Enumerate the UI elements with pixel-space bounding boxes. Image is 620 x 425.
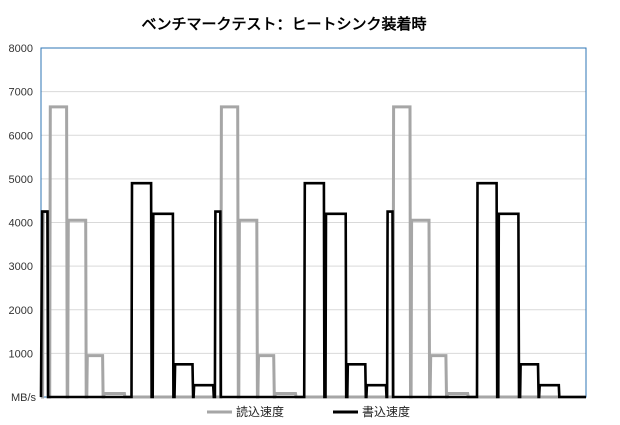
y-axis-labels: 1000 2000 3000 4000 5000 6000 7000 8000	[9, 43, 33, 360]
y-tick-label: 6000	[9, 130, 33, 142]
legend-label-read: 読込速度	[236, 404, 284, 419]
series-lines	[39, 105, 586, 399]
y-tick-label: 7000	[9, 87, 33, 99]
y-tick-label: 8000	[9, 43, 33, 55]
y-tick-label: 1000	[9, 348, 33, 360]
y-tick-label: 4000	[9, 218, 33, 230]
legend-label-write: 書込速度	[362, 404, 410, 419]
gridlines	[41, 47, 586, 354]
y-tick-label: 5000	[9, 174, 33, 186]
y-tick-label: 2000	[9, 305, 33, 317]
series-line-write	[39, 181, 586, 399]
legend: 読込速度 書込速度	[207, 404, 410, 419]
chart-title: ベンチマークテスト：ヒートシンク装着時	[141, 15, 426, 33]
y-tick-label: 3000	[9, 261, 33, 273]
y-axis-unit-label: MB/s	[11, 392, 37, 404]
